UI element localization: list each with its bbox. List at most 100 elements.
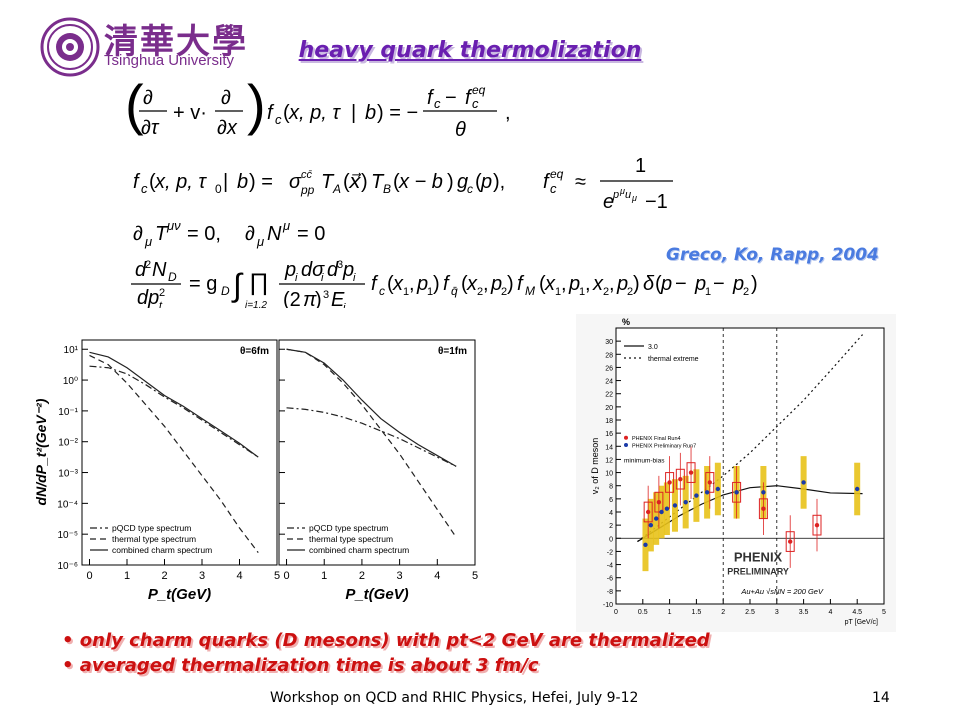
svg-text:c: c xyxy=(467,182,473,196)
svg-text:x: x xyxy=(392,273,404,295)
data-point-run7 xyxy=(855,486,860,492)
data-point-run4 xyxy=(814,522,820,528)
svg-text:x: x xyxy=(544,273,556,295)
svg-text:+ v·: + v· xyxy=(173,102,207,124)
x-tick-label: 3 xyxy=(775,609,779,616)
y-tick-label: -8 xyxy=(607,589,613,596)
y-tick-label: 12 xyxy=(605,457,613,464)
x-tick-label: 2 xyxy=(721,609,725,616)
svg-text:q̄: q̄ xyxy=(451,284,458,298)
svg-text:x − b: x − b xyxy=(398,171,443,193)
data-point-run7 xyxy=(659,509,664,515)
y-tick-label: 10⁻² xyxy=(58,438,78,449)
y-tick-label: -10 xyxy=(603,602,613,609)
svg-text:,: , xyxy=(561,273,567,295)
logo-chinese-text: 清華大學 xyxy=(104,22,248,62)
svg-text:dp: dp xyxy=(137,287,159,308)
legend-label: thermal extreme xyxy=(648,356,699,363)
svg-text:2: 2 xyxy=(477,286,483,298)
svg-text:c: c xyxy=(141,181,148,196)
data-point-run4 xyxy=(678,476,683,482)
y-tick-label: 18 xyxy=(605,418,613,425)
svg-text:M: M xyxy=(525,284,535,298)
footer-text: Workshop on QCD and RHIC Physics, Hefei,… xyxy=(270,690,639,706)
data-point-run7 xyxy=(643,542,648,548)
svg-text:μ: μ xyxy=(282,218,290,233)
svg-text:b: b xyxy=(237,171,248,193)
x-tick-label: 1 xyxy=(668,609,672,616)
x-tick-label: 1 xyxy=(321,570,327,582)
svg-text:= 0,: = 0, xyxy=(187,223,221,245)
svg-text:) =: ) = xyxy=(249,171,273,193)
legend-label: 3.0 xyxy=(648,344,658,351)
panel-label: θ=6fm xyxy=(240,346,269,357)
svg-text:p: p xyxy=(480,171,492,193)
svg-text:(: ( xyxy=(149,171,156,193)
x-tick-label: 2 xyxy=(359,570,365,582)
x-tick-label: 5 xyxy=(274,570,280,582)
y-tick-label: 30 xyxy=(605,339,613,346)
panel-frame xyxy=(278,339,476,566)
svg-text:x: x xyxy=(466,273,478,295)
y-unit-label: % xyxy=(622,317,630,327)
svg-text:∂: ∂ xyxy=(143,87,153,109)
x-tick-label: 3.5 xyxy=(799,609,809,616)
svg-text:σ: σ xyxy=(289,171,302,193)
svg-text:(: ( xyxy=(475,171,482,193)
svg-text:(: ( xyxy=(283,102,290,124)
legend-label: combined charm spectrum xyxy=(112,545,212,555)
y-tick-label: 8 xyxy=(609,484,613,491)
svg-text:p: p xyxy=(490,273,502,295)
svg-text:c: c xyxy=(379,284,385,298)
svg-text:d: d xyxy=(135,259,147,281)
svg-text:f: f xyxy=(133,171,141,193)
svg-text:dσ: dσ xyxy=(301,259,325,281)
svg-text:) = −: ) = − xyxy=(377,102,418,124)
x-axis-label: P_t(GeV) xyxy=(345,586,408,603)
svg-text:−: − xyxy=(445,87,457,109)
svg-text:,: , xyxy=(505,102,511,124)
svg-text:pp: pp xyxy=(300,183,315,197)
svg-text:cc̄: cc̄ xyxy=(301,169,313,181)
tsinghua-logo xyxy=(40,17,100,77)
svg-text:T: T xyxy=(371,171,385,193)
svg-text:f: f xyxy=(517,273,525,295)
y-tick-label: 6 xyxy=(609,497,613,504)
svg-text:∫: ∫ xyxy=(231,267,244,303)
data-point-run7 xyxy=(654,516,659,521)
svg-text:N: N xyxy=(152,259,167,281)
y-tick-label: 26 xyxy=(605,365,613,372)
x-tick-label: 3 xyxy=(199,570,205,582)
svg-text:p: p xyxy=(612,189,619,201)
svg-text:μ: μ xyxy=(619,186,625,196)
legend-marker xyxy=(624,442,628,447)
svg-text:x, p, τ: x, p, τ xyxy=(154,171,207,193)
svg-text:1: 1 xyxy=(427,286,433,298)
svg-text:),: ), xyxy=(493,171,505,193)
y-tick-label: 10⁻⁵ xyxy=(57,530,78,541)
svg-text:c: c xyxy=(434,96,441,111)
series-line xyxy=(286,348,457,538)
svg-text:(: ( xyxy=(125,78,144,136)
bullet-2: • averaged thermalization time is about … xyxy=(62,655,539,676)
panel-frame xyxy=(81,339,278,566)
page-number: 14 xyxy=(872,690,890,706)
legend-label: combined charm spectrum xyxy=(309,545,409,555)
svg-text:2: 2 xyxy=(627,286,633,298)
svg-text:∏: ∏ xyxy=(249,269,269,296)
y-tick-label: 28 xyxy=(605,352,613,359)
svg-text:i: i xyxy=(321,272,324,284)
x-axis-label: P_t(GeV) xyxy=(148,586,211,603)
svg-text:1: 1 xyxy=(579,286,585,298)
y-tick-label: 10⁻⁶ xyxy=(57,561,78,572)
svg-text:): ) xyxy=(433,273,440,295)
svg-text:c: c xyxy=(275,112,282,127)
svg-text:i: i xyxy=(353,272,356,284)
y-tick-label: 10¹ xyxy=(64,345,79,356)
svg-text:d: d xyxy=(327,259,339,281)
y-tick-label: -2 xyxy=(607,549,613,556)
legend-label: PHENIX Final Run4 xyxy=(632,436,681,442)
bullet-1: • only charm quarks (D mesons) with pt<2… xyxy=(62,630,710,651)
svg-text:∂: ∂ xyxy=(133,223,143,245)
